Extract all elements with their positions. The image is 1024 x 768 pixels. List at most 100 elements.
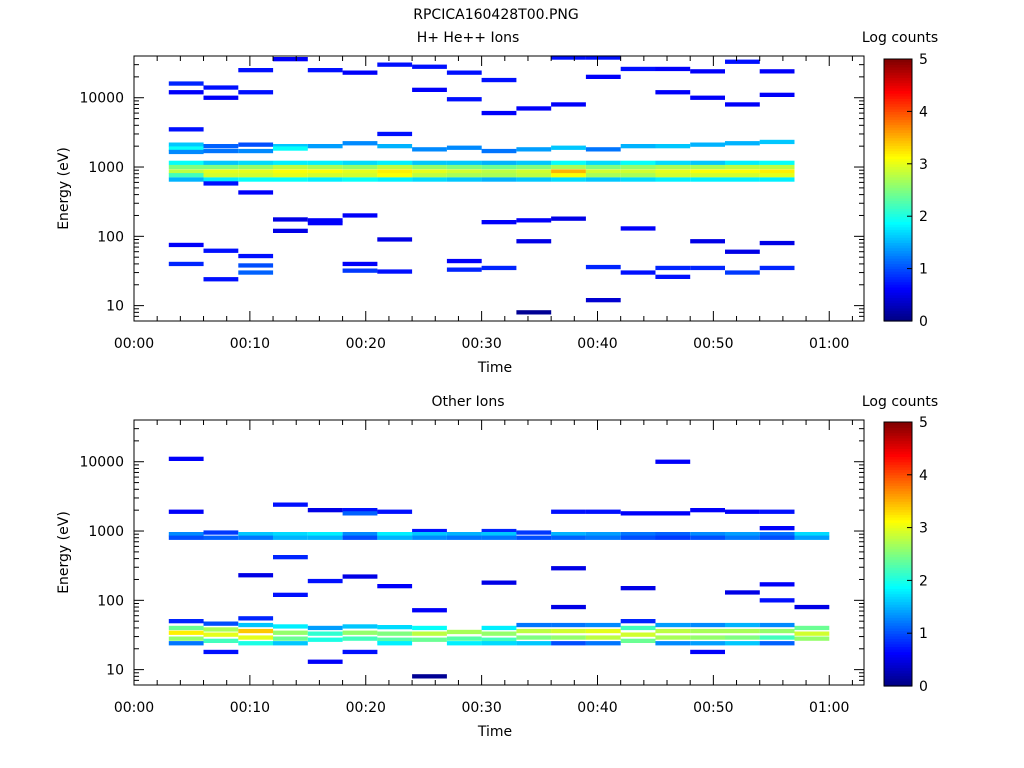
heatmap-cell [168,261,204,267]
colorbar-segment [884,176,912,181]
colorbar-tick-label: 0 [919,314,928,330]
heatmap-cell [377,131,413,137]
heatmap-cell [342,169,378,174]
colorbar-segment [884,284,912,288]
heatmap-cell [516,535,552,540]
heatmap-cell [412,160,447,165]
colorbar-segment [884,69,912,73]
heatmap-cell [516,173,552,178]
heatmap-cell [655,511,691,516]
heatmap-cell [725,141,760,146]
heatmap-cell [620,586,656,591]
heatmap-cell [342,535,378,540]
heatmap-cell [342,164,378,170]
heatmap-cell [551,102,586,107]
heatmap-cell [377,509,413,514]
heatmap-cell [412,532,447,537]
heatmap-cell [377,625,413,630]
colorbar-segment [884,61,912,65]
heatmap-cell [412,164,447,170]
y-tick-label: 1000 [88,160,124,176]
heatmap-cell [273,177,308,182]
heatmap-cell [342,160,378,165]
colorbar-segment [884,585,912,589]
heatmap-cell [203,95,239,100]
colorbar-segment [884,129,912,133]
colorbar-segment [884,445,912,449]
heatmap-cell [725,169,760,174]
colorbar-segment [884,646,912,650]
colorbar-segment [884,137,912,141]
heatmap-cell [238,169,274,174]
heatmap-cell [620,177,656,182]
heatmap-cell [516,310,552,315]
colorbar-segment [884,548,912,552]
heatmap-cell [238,173,274,178]
heatmap-cell [342,649,378,655]
heatmap-cell [342,511,378,516]
colorbar-segment [884,265,912,270]
heatmap-cell [759,526,795,531]
heatmap-cell [481,580,517,585]
heatmap-cell [481,637,517,642]
heatmap-cell [238,628,274,634]
figure-title: RPCICA160428T00.PNG [413,7,578,23]
colorbar-segment [884,224,912,228]
heatmap-cell [516,635,552,640]
colorbar-label: Log counts [862,394,938,410]
heatmap-cell [168,173,204,178]
heatmap-cell [273,592,308,597]
colorbar-segment [884,187,912,191]
colorbar-segment [884,625,912,629]
x-tick-label: 00:50 [693,336,733,352]
heatmap-cell [168,509,204,514]
colorbar-segment [884,429,912,434]
heatmap-cell [481,164,517,170]
heatmap-cell [690,164,725,170]
heatmap-cell [655,532,691,537]
heatmap-cell [655,459,691,464]
heatmap-cell [307,659,343,664]
heatmap-cell [273,532,308,537]
heatmap-cell [585,147,621,152]
colorbar-segment [884,662,912,666]
colorbar-segment [884,255,912,259]
heatmap-cell [725,249,760,254]
colorbar-segment [884,519,912,523]
colorbar-segment [884,670,912,674]
colorbar-segment [884,98,912,102]
heatmap-cell [759,641,795,646]
colorbar-segment [884,116,912,120]
heatmap-cell [690,635,725,640]
heatmap-cell [446,173,482,178]
heatmap-cell [238,263,274,268]
heatmap-cell [238,90,274,95]
heatmap-cell [307,578,343,584]
x-tick-label: 00:20 [346,336,386,352]
x-axis-label: Time [477,360,512,376]
colorbar-segment [884,145,912,149]
colorbar-segment [884,588,912,592]
y-tick-label: 100 [97,593,124,609]
colorbar-segment [884,601,912,605]
heatmap-cell [203,649,239,655]
heatmap-cell [377,637,413,642]
colorbar-segment [884,559,912,563]
heatmap-cell [203,181,239,186]
heatmap-cell [481,110,517,116]
heatmap-cell [481,77,517,83]
heatmap-cell [620,160,656,165]
colorbar-segment [884,503,912,508]
colorbar-segment [884,134,912,139]
colorbar-segment [884,472,912,476]
heatmap-cell [307,631,343,636]
heatmap-cell [238,164,274,170]
y-tick-label: 10000 [79,455,124,471]
heatmap-cell [342,636,378,641]
colorbar-segment [884,495,912,500]
y-tick-label: 10 [106,663,124,679]
heatmap-cell [203,177,239,182]
colorbar-segment [884,567,912,571]
heatmap-cell [516,628,552,634]
heatmap-cell [759,628,795,634]
